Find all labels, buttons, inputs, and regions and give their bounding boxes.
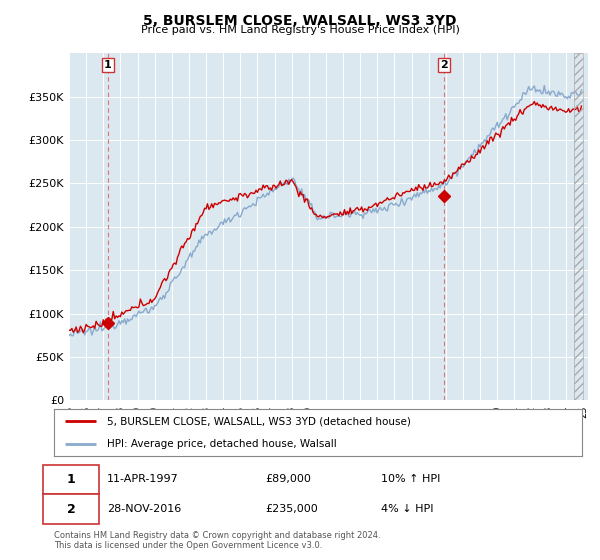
Text: £235,000: £235,000 (265, 504, 318, 514)
Text: 10% ↑ HPI: 10% ↑ HPI (382, 474, 441, 484)
Text: 11-APR-1997: 11-APR-1997 (107, 474, 179, 484)
Text: 1: 1 (67, 473, 76, 486)
Text: 1: 1 (104, 60, 112, 70)
Text: Price paid vs. HM Land Registry's House Price Index (HPI): Price paid vs. HM Land Registry's House … (140, 25, 460, 35)
Text: 4% ↓ HPI: 4% ↓ HPI (382, 504, 434, 514)
Text: 2: 2 (440, 60, 448, 70)
Text: 5, BURSLEM CLOSE, WALSALL, WS3 3YD: 5, BURSLEM CLOSE, WALSALL, WS3 3YD (143, 14, 457, 28)
Text: HPI: Average price, detached house, Walsall: HPI: Average price, detached house, Wals… (107, 439, 337, 449)
Text: £89,000: £89,000 (265, 474, 311, 484)
FancyBboxPatch shape (43, 494, 99, 524)
FancyBboxPatch shape (43, 465, 99, 494)
Text: Contains HM Land Registry data © Crown copyright and database right 2024.
This d: Contains HM Land Registry data © Crown c… (54, 531, 380, 550)
Text: 28-NOV-2016: 28-NOV-2016 (107, 504, 181, 514)
Text: 5, BURSLEM CLOSE, WALSALL, WS3 3YD (detached house): 5, BURSLEM CLOSE, WALSALL, WS3 3YD (deta… (107, 416, 410, 426)
Text: 2: 2 (67, 502, 76, 516)
